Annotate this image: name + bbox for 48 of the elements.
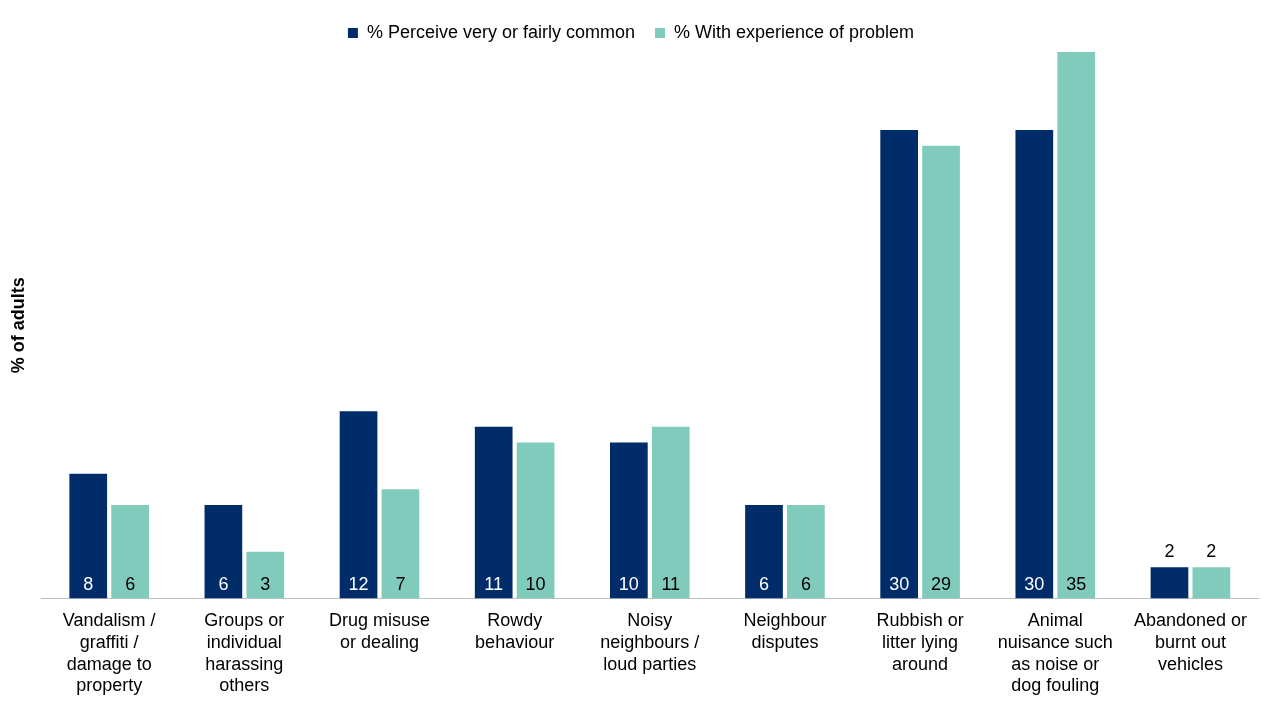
- bar: [1192, 567, 1231, 599]
- bar: [922, 145, 960, 599]
- x-tick-label: Rowdy behaviour: [475, 610, 555, 652]
- legend-label: % Perceive very or fairly common: [366, 21, 635, 42]
- bar: [339, 411, 378, 599]
- data-label: 3: [260, 573, 271, 594]
- data-label: 2: [1206, 541, 1217, 562]
- legend-label: % With experience of problem: [673, 21, 915, 42]
- data-label: 11: [661, 573, 681, 594]
- x-tick-label: Vandalism / graffiti / damage to property: [62, 610, 156, 696]
- bar: [381, 489, 420, 599]
- bar: [474, 426, 513, 599]
- x-tick-label: Animal nuisance such as noise or dog fouling: [997, 610, 1113, 696]
- y-axis-title: % of adults: [7, 277, 28, 374]
- bar: [745, 504, 783, 599]
- bar: [651, 426, 690, 599]
- data-label: 6: [125, 573, 136, 594]
- data-label: 2: [1164, 541, 1175, 562]
- bar: [516, 442, 555, 599]
- data-label: 10: [618, 573, 639, 594]
- bar: [787, 504, 825, 599]
- x-tick-label: Noisy neighbours / loud parties: [600, 610, 700, 674]
- bar: [1150, 567, 1189, 599]
- bar: [69, 473, 108, 599]
- data-label: 6: [759, 573, 770, 594]
- bar: [246, 551, 285, 599]
- data-label: 10: [525, 573, 546, 594]
- bar: [610, 442, 648, 599]
- bar: [1015, 130, 1054, 599]
- data-label: 6: [800, 573, 811, 594]
- x-tick-label: Abandoned or burnt out vehicles: [1133, 610, 1247, 674]
- x-tick-label: Rubbish or litter lying around: [876, 610, 964, 674]
- data-label: 11: [484, 573, 504, 594]
- data-label: 7: [395, 573, 406, 594]
- bar: [1057, 52, 1096, 599]
- bar: [204, 504, 243, 599]
- data-label: 30: [1024, 573, 1045, 594]
- data-label: 8: [83, 573, 94, 594]
- x-tick-label: Neighbour disputes: [743, 610, 827, 652]
- x-tick-label: Groups or individual harassing others: [204, 610, 285, 696]
- data-label: 30: [889, 573, 910, 594]
- bar: [111, 504, 149, 599]
- x-tick-label: Drug misuse or dealing: [328, 610, 430, 652]
- data-label: 29: [931, 573, 952, 594]
- bar: [880, 130, 919, 599]
- data-label: 12: [348, 573, 369, 594]
- data-label: 6: [218, 573, 229, 594]
- data-label: 35: [1066, 573, 1087, 594]
